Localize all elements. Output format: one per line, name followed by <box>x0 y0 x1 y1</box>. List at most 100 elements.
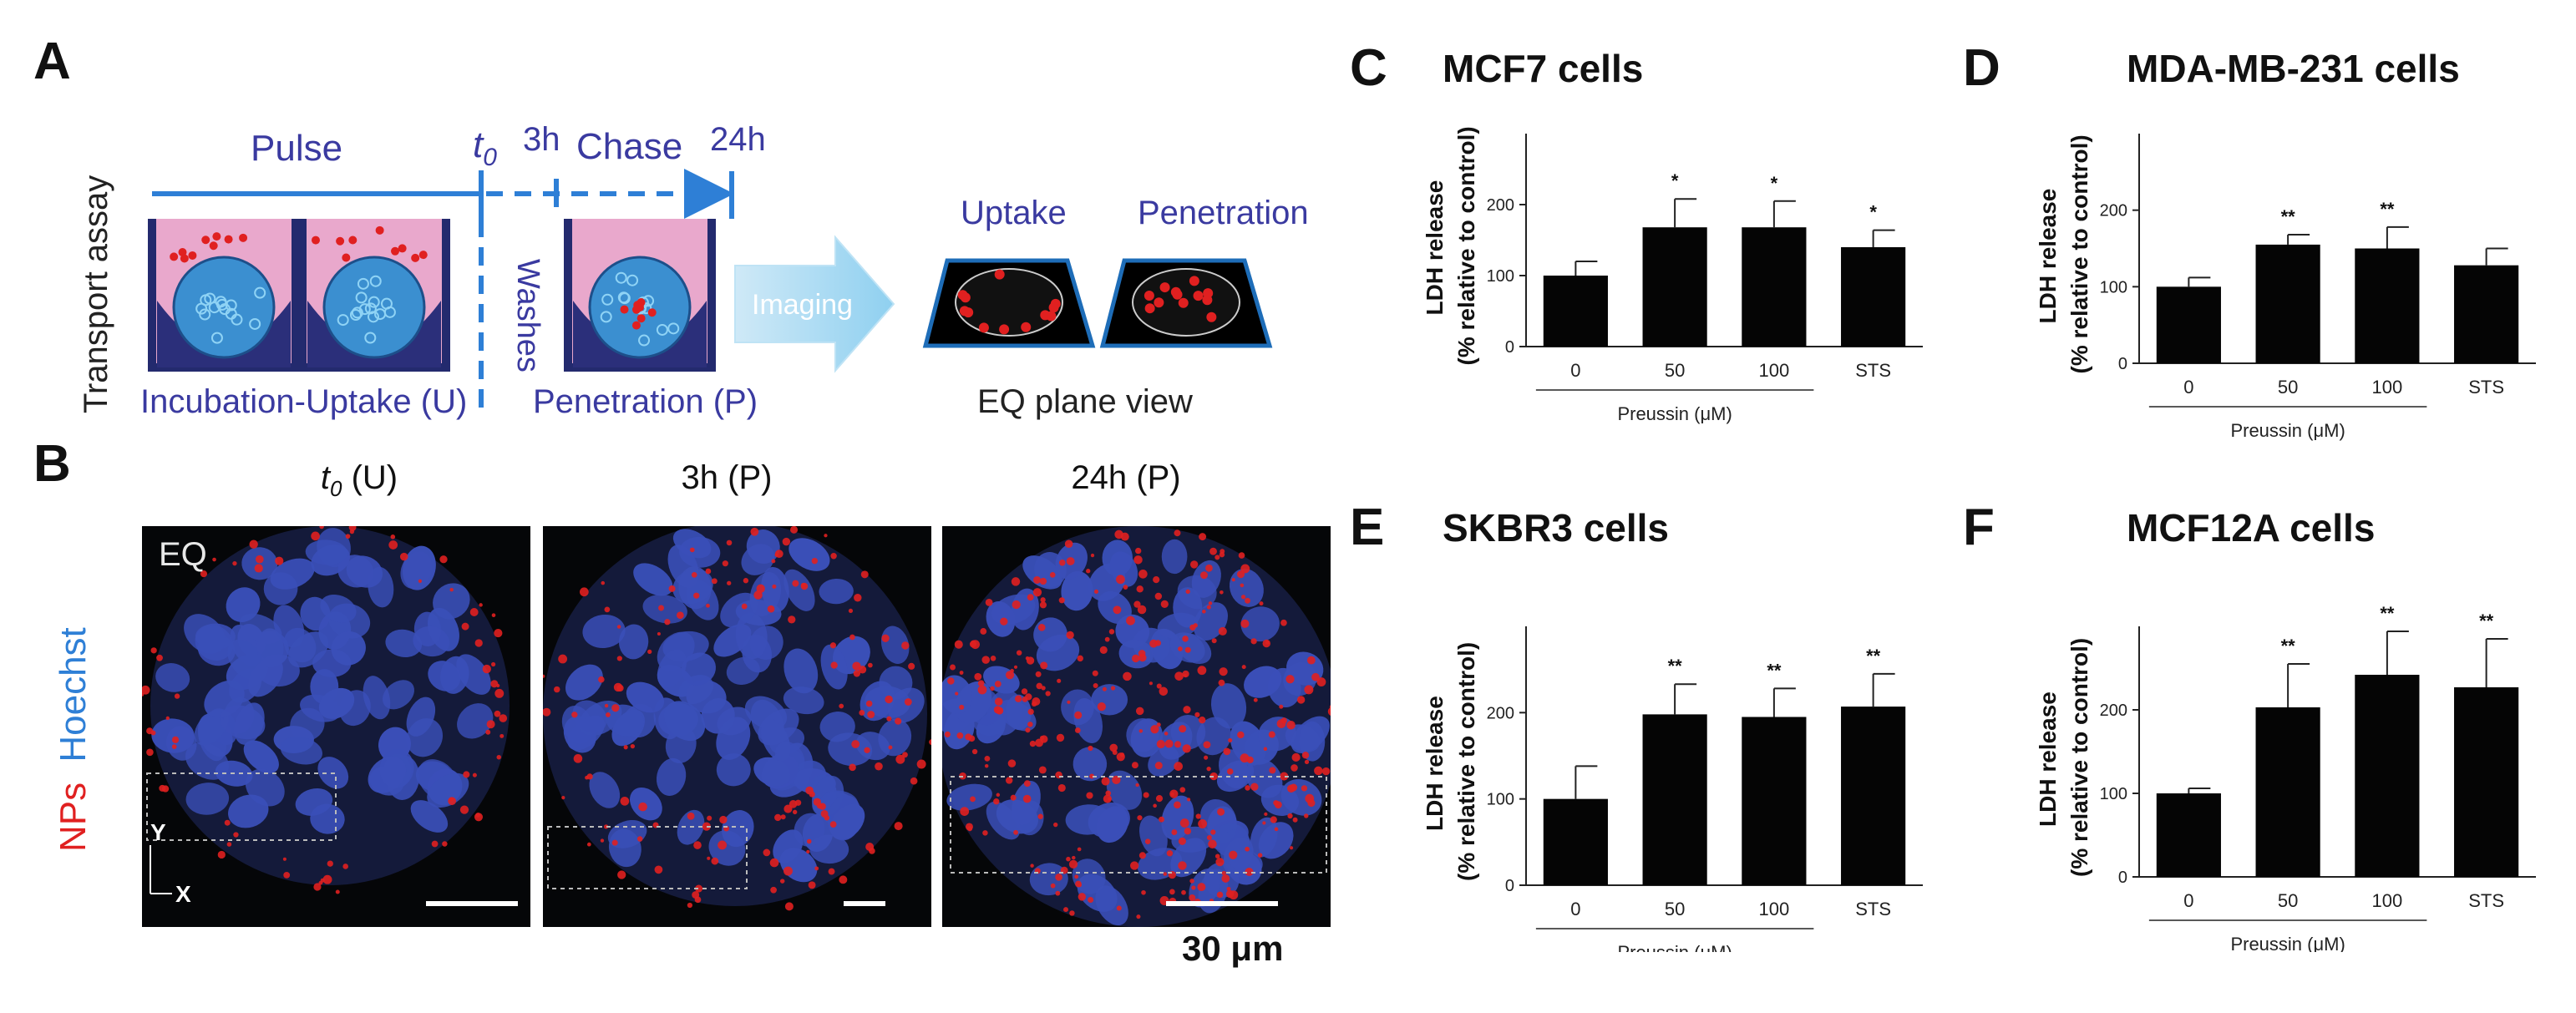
y-tick-label: 0 <box>2118 869 2127 887</box>
chart-title: MDA-MB-231 cells <box>2127 47 2460 90</box>
pulse-label: Pulse <box>251 128 342 169</box>
24h-label: 24h <box>710 121 766 158</box>
panel-letter-b: B <box>33 435 71 493</box>
x-axis-label: Preussin (μM) <box>1617 942 1732 952</box>
y-axis-label-units: (% relative to control) <box>1453 642 1479 881</box>
well-pulse-2 <box>298 219 450 372</box>
y-tick-label: 200 <box>1487 704 1514 722</box>
x-tick-label: 0 <box>1570 360 1580 381</box>
panel-letter-f: F <box>1963 499 1995 556</box>
bar-STS <box>2454 687 2519 877</box>
bar-0 <box>2156 793 2221 877</box>
y-tick-label: 100 <box>1487 267 1514 286</box>
x-tick-label: 100 <box>2372 890 2403 911</box>
x-tick-label: STS <box>2468 890 2504 911</box>
y-tick-label: 200 <box>1487 196 1514 215</box>
bar-0 <box>1543 276 1608 347</box>
micrograph-24h <box>942 526 1331 927</box>
y-axis-label-units: (% relative to control) <box>2066 638 2092 877</box>
eq-label: EQ <box>159 536 207 573</box>
y-tick-label: 200 <box>2100 202 2127 220</box>
significance-mark: ** <box>2479 610 2494 631</box>
x-tick-label: 100 <box>2372 377 2403 398</box>
24h-p-label: 24h (P) <box>1071 459 1181 496</box>
x-tick-label: 50 <box>2278 890 2298 911</box>
t0-label: t0 <box>473 124 497 171</box>
y-axis-label-units: (% relative to control) <box>1453 126 1479 365</box>
bar-100 <box>2355 248 2420 363</box>
x-tick-label: 0 <box>2183 377 2193 398</box>
y-tick-label: 100 <box>1487 791 1514 809</box>
3h-label: 3h <box>523 121 560 158</box>
uptake-label: Uptake <box>961 195 1067 231</box>
bar-STS <box>1841 247 1906 347</box>
panel-letter-d: D <box>1963 39 2000 97</box>
bar-STS <box>1841 707 1906 885</box>
bar-50 <box>1642 714 1707 885</box>
x-tick-label: 50 <box>1665 899 1685 919</box>
stain-label: NPs Hoechst <box>53 627 94 852</box>
y-axis-label: LDH release <box>2035 691 2061 827</box>
significance-mark: ** <box>1866 646 1881 666</box>
axis-y-label: Y <box>150 819 166 845</box>
scale-bar-label: 30 μm <box>1182 929 1284 968</box>
micrograph-t0: Y X EQ <box>142 526 530 927</box>
y-tick-label: 0 <box>2118 355 2127 373</box>
x-tick-label: 0 <box>2183 890 2193 911</box>
x-tick-label: 100 <box>1759 360 1790 381</box>
y-tick-label: 200 <box>2100 702 2127 720</box>
chase-label: Chase <box>576 126 682 167</box>
significance-mark: ** <box>2281 206 2296 227</box>
eq-view-penetration <box>1099 258 1273 348</box>
bar-100 <box>1742 227 1807 347</box>
incubation-label: Incubation-Uptake (U) <box>140 383 467 420</box>
significance-mark: ** <box>2380 603 2395 624</box>
transport-assay-label: Transport assay <box>78 175 114 413</box>
y-axis-label: LDH release <box>1422 180 1448 316</box>
bar-50 <box>2255 707 2320 877</box>
imaging-arrow: Imaging <box>734 235 895 373</box>
3h-p-label: 3h (P) <box>681 459 773 496</box>
x-axis-label: Preussin (μM) <box>2230 934 2345 952</box>
bar-0 <box>2156 286 2221 363</box>
bar-50 <box>1642 227 1707 347</box>
y-tick-label: 100 <box>2100 785 2127 803</box>
y-tick-label: 100 <box>2100 278 2127 296</box>
significance-mark: * <box>1869 202 1877 223</box>
significance-mark: * <box>1671 170 1679 191</box>
x-tick-label: STS <box>1855 899 1891 919</box>
bar-0 <box>1543 798 1608 885</box>
x-tick-label: 100 <box>1759 899 1790 919</box>
penetration-step-label: Penetration (P) <box>533 383 758 420</box>
x-tick-label: STS <box>1855 360 1891 381</box>
wells-group <box>148 219 716 372</box>
y-tick-label: 0 <box>1505 338 1514 357</box>
panel-letter-a: A <box>33 33 71 90</box>
chart-title: SKBR3 cells <box>1443 506 1669 550</box>
eq-views-group <box>922 258 1273 348</box>
panel-letter-c: C <box>1350 39 1387 97</box>
bar-100 <box>1742 717 1807 885</box>
panel-letter-e: E <box>1350 499 1384 556</box>
significance-mark: ** <box>2281 636 2296 656</box>
washes-label: Washes <box>510 259 545 372</box>
chart-title: MCF7 cells <box>1443 47 1643 90</box>
penetration-label: Penetration <box>1138 195 1309 231</box>
svg-text:NPs Hoechst: NPs Hoechst <box>53 627 94 852</box>
significance-mark: * <box>1771 173 1778 194</box>
y-axis-label: LDH release <box>2035 189 2061 324</box>
significance-mark: ** <box>1767 660 1782 681</box>
significance-mark: ** <box>1668 656 1683 676</box>
x-tick-label: 50 <box>1665 360 1685 381</box>
y-axis-label-units: (% relative to control) <box>2066 134 2092 373</box>
chart-e: E SKBR3 cells LDH release (% relative to co… <box>1350 499 1923 952</box>
eq-plane-label: EQ plane view <box>977 383 1193 420</box>
imaging-label: Imaging <box>752 289 853 321</box>
x-tick-label: STS <box>2468 377 2504 398</box>
significance-mark: ** <box>2380 199 2395 220</box>
axis-x-label: X <box>175 881 191 907</box>
x-axis-label: Preussin (μM) <box>2230 420 2345 441</box>
y-axis-label: LDH release <box>1422 696 1448 831</box>
bar-100 <box>2355 675 2420 877</box>
chart-f: F MCF12A cells LDH release (% relative to c… <box>1963 499 2536 952</box>
